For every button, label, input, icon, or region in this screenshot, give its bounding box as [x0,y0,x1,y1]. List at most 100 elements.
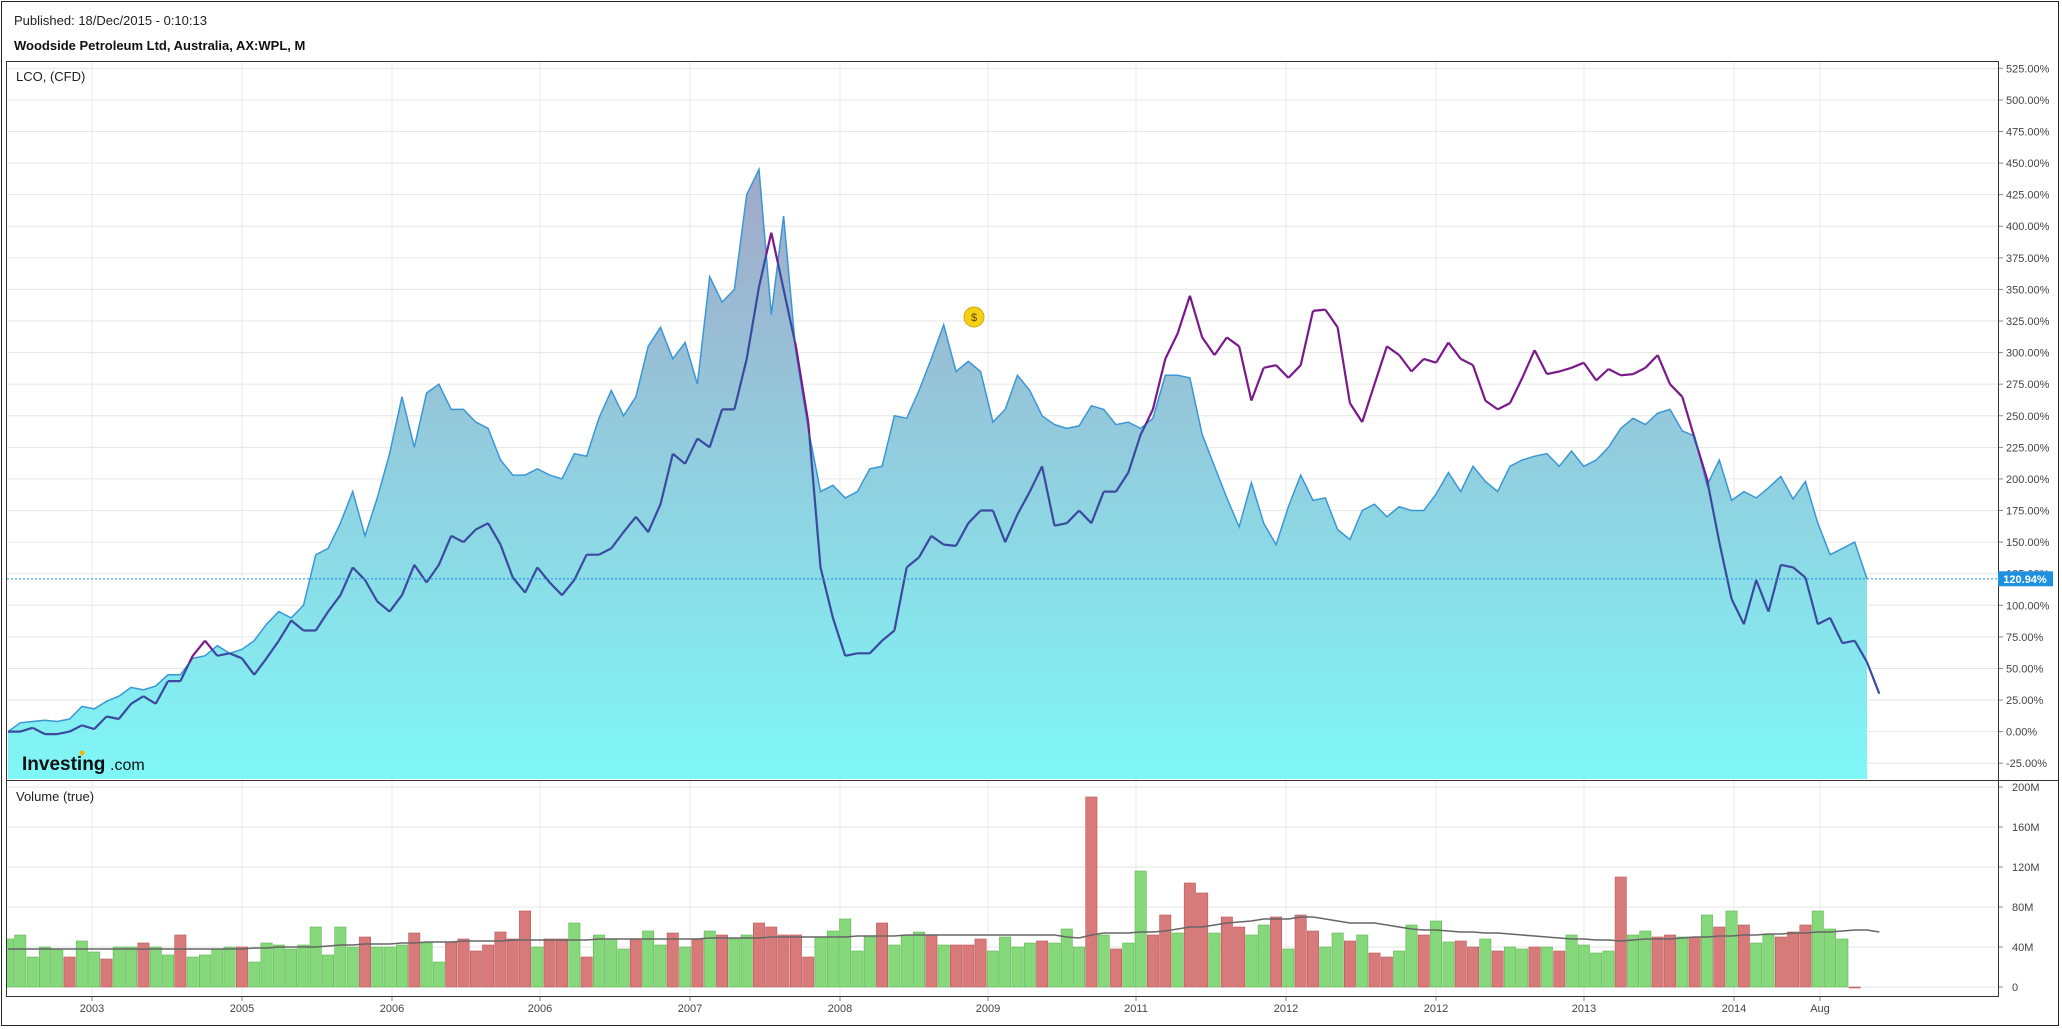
lco-line-below [8,254,1881,736]
volume-tick-label: 0 [2012,982,2018,994]
time-tick-label: 2006 [528,1003,552,1015]
volume-bar [51,948,64,988]
volume-bar [1516,948,1529,988]
logo-domain: .com [110,757,145,774]
volume-bar [691,938,704,988]
volume-bar [75,940,88,988]
volume-bar [1405,924,1418,988]
volume-bar [826,930,839,988]
volume-bar [605,938,618,988]
volume-bar [900,934,913,988]
volume-bar [223,946,236,988]
volume-bar [1196,892,1209,988]
volume-bar [322,954,334,988]
volume-bar [1220,916,1233,988]
volume-bar [1233,926,1246,988]
volume-bar [1762,934,1775,988]
volume-bar [1011,946,1024,988]
volume-bar [494,931,507,988]
volume-bar [1147,934,1159,988]
volume-bar [88,951,101,988]
price-tick-label: 500.00% [2006,95,2050,107]
volume-tick-label: 80M [2012,902,2033,914]
volume-bar [1023,942,1036,988]
logo-brand: Investing [22,754,105,775]
lco-line-above [188,232,1709,664]
main-panel-top-border [6,61,1999,62]
price-tick-label: 375.00% [2006,253,2050,265]
price-tick-label: 300.00% [2006,348,2050,360]
volume-bar [839,918,852,988]
volume-bar [814,936,827,988]
volume-bar [359,936,371,988]
volume-tick-label: 120M [2012,862,2040,874]
volume-bar [1614,876,1627,988]
price-tick-label: 225.00% [2006,442,2050,454]
volume-bar [568,922,581,988]
price-tick-label: 175.00% [2006,506,2050,518]
price-area-line [7,166,1868,733]
volume-bar [7,938,14,988]
volume-bar [1430,920,1443,988]
volume-bar [629,938,642,988]
volume-bar [1701,914,1713,988]
volume-bar [445,941,458,988]
volume-bar [1134,870,1147,988]
price-tick-label: 450.00% [2006,158,2050,170]
price-tick-label: 25.00% [2006,695,2044,707]
volume-bar [38,946,51,988]
volume-bar [1602,950,1615,988]
volume-bar [162,954,174,988]
time-tick-label: 2007 [678,1003,702,1015]
volume-bar [851,950,864,988]
volume-bar [1048,942,1061,988]
volume-bar [432,961,445,988]
logo-dot-icon [79,750,85,756]
time-tick-label: 2003 [80,1003,104,1015]
volume-bar [1639,930,1652,988]
price-tick-label: 200.00% [2006,474,2050,486]
volume-bar [716,934,729,988]
main-legend: LCO, (CFD) [16,69,85,84]
volume-bar [1664,934,1677,988]
volume-bar [580,956,593,988]
volume-bar [1073,946,1086,988]
volume-bar [863,936,876,988]
volume-bar [1307,930,1319,988]
volume-bar [1528,946,1541,988]
volume-bar [740,934,753,988]
volume-bar [1750,942,1763,988]
volume-bar [888,944,901,988]
time-tick-label: 2012 [1424,1003,1448,1015]
price-tick-label: 400.00% [2006,221,2050,233]
price-tick-label: 275.00% [2006,379,2050,391]
volume-bar [1479,938,1492,988]
volume-bar [1676,936,1689,988]
volume-bar [112,946,125,988]
volume-bar [1122,942,1135,988]
volume-bar [137,942,150,988]
price-axis: -25.00%0.00%25.00%50.00%75.00%100.00%125… [1998,63,2050,770]
volume-bar [149,946,162,988]
volume-bar [1356,934,1369,988]
volume-tick-label: 40M [2012,942,2033,954]
volume-bar [1725,910,1738,988]
volume-bar [986,950,999,988]
dividend-marker[interactable]: $ [963,306,985,328]
volume-bar [999,936,1012,988]
volume-bar [125,946,138,988]
volume-bar [334,926,347,988]
volume-bar [63,956,76,988]
price-tick-label: 75.00% [2006,632,2044,644]
volume-bar [1848,986,1861,989]
volume-bar [1799,924,1812,988]
price-tick-label: 425.00% [2006,190,2050,202]
volume-bars [7,796,1861,989]
volume-bar [236,946,248,988]
volume-bar [876,922,889,988]
dividend-marker-icon[interactable] [963,306,985,328]
volume-bar [1540,946,1553,988]
volume-bar [1467,946,1480,988]
volume-bar [1110,948,1123,988]
